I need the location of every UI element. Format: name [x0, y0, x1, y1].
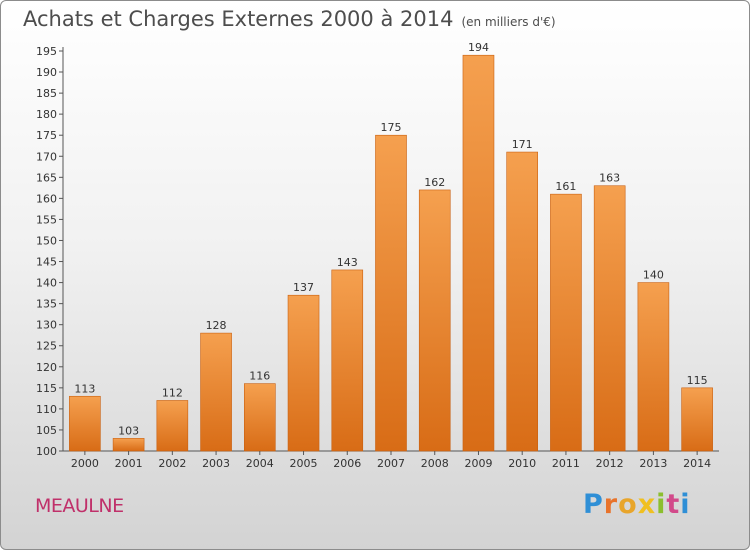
y-tick-label: 125 — [36, 340, 57, 353]
y-tick-label: 135 — [36, 298, 57, 311]
y-tick-label: 120 — [36, 361, 57, 374]
y-tick-label: 155 — [36, 213, 57, 226]
x-tick-label-2006: 2006 — [333, 457, 361, 470]
logo-letter: i — [656, 489, 667, 520]
chart-subtitle: (en milliers d'€) — [461, 15, 556, 29]
logo-letter: i — [680, 489, 691, 520]
logo-letter: x — [637, 489, 657, 520]
bar-2005 — [287, 294, 320, 452]
logo-letter: t — [666, 489, 681, 520]
data-label-2000: 113 — [74, 382, 95, 395]
y-tick-label: 145 — [36, 256, 57, 269]
commune-name: MEAULNE — [35, 495, 124, 517]
x-tick-label-2005: 2005 — [290, 457, 318, 470]
y-tick-label: 175 — [36, 129, 57, 142]
y-tick-label: 195 — [36, 45, 57, 58]
bar-2010 — [506, 151, 539, 452]
data-label-2002: 112 — [162, 386, 183, 399]
bar-2003 — [200, 332, 232, 452]
x-tick-label-2004: 2004 — [246, 457, 274, 470]
y-tick-label: 105 — [36, 424, 57, 437]
bar-2011 — [550, 193, 582, 452]
bar-2007 — [375, 134, 407, 452]
chart-title-text: Achats et Charges Externes 2000 à 2014 — [23, 7, 454, 31]
x-tick-label-2011: 2011 — [552, 457, 580, 470]
bar-2012 — [593, 185, 626, 452]
data-label-2010: 171 — [512, 138, 533, 151]
plot-area: 100 105 110 115 120 125 130 135 140 145 150 155 160 1… — [36, 41, 719, 470]
x-tick-label-2010: 2010 — [508, 457, 536, 470]
y-tick-label: 150 — [36, 234, 57, 247]
bar-2002 — [156, 400, 189, 452]
data-label-2007: 175 — [381, 121, 402, 134]
logo-letter: P — [583, 489, 604, 520]
x-tick-label-2000: 2000 — [71, 457, 99, 470]
data-label-2006: 143 — [337, 256, 358, 269]
y-tick-label: 115 — [36, 382, 57, 395]
y-tick-label: 185 — [36, 87, 57, 100]
proxiti-logo[interactable]: Proxiti — [583, 489, 691, 520]
y-tick-label: 140 — [36, 277, 57, 290]
bar-2001 — [112, 438, 145, 452]
logo-letter: r — [603, 489, 619, 520]
x-tick-label-2014: 2014 — [683, 457, 711, 470]
y-tick-label: 180 — [36, 108, 57, 121]
y-tick-label: 100 — [36, 445, 57, 458]
x-tick-label-2009: 2009 — [464, 457, 492, 470]
y-tick-label: 160 — [36, 192, 57, 205]
x-tick-label-2003: 2003 — [202, 457, 230, 470]
bar-2008 — [418, 189, 451, 452]
bar-2004 — [244, 383, 276, 452]
bar-2006 — [331, 269, 364, 452]
bar-2009 — [462, 54, 495, 452]
y-tick-label: 170 — [36, 150, 57, 163]
data-label-2004: 116 — [249, 370, 270, 383]
data-label-2011: 161 — [555, 180, 576, 193]
y-tick-label: 190 — [36, 66, 57, 79]
data-label-2003: 128 — [206, 319, 227, 332]
x-tick-label-2002: 2002 — [158, 457, 186, 470]
y-tick-label: 110 — [36, 403, 57, 416]
bar-2000 — [69, 395, 101, 452]
data-label-2013: 140 — [643, 269, 664, 282]
data-label-2001: 103 — [118, 424, 139, 437]
bar-2014 — [681, 387, 713, 452]
x-tick-label-2007: 2007 — [377, 457, 405, 470]
data-label-2009: 194 — [468, 41, 489, 54]
logo-letter: o — [618, 489, 638, 520]
data-label-2008: 162 — [424, 176, 445, 189]
y-tick-label: 165 — [36, 171, 57, 184]
chart-title: Achats et Charges Externes 2000 à 2014 (e… — [23, 7, 556, 31]
bar-2013 — [637, 282, 670, 452]
y-tick-label: 130 — [36, 319, 57, 332]
data-label-2012: 163 — [599, 172, 620, 185]
data-label-2005: 137 — [293, 281, 314, 294]
x-tick-label-2012: 2012 — [596, 457, 624, 470]
x-tick-label-2013: 2013 — [639, 457, 667, 470]
x-tick-label-2001: 2001 — [115, 457, 143, 470]
data-label-2014: 115 — [687, 374, 708, 387]
x-tick-label-2008: 2008 — [421, 457, 449, 470]
